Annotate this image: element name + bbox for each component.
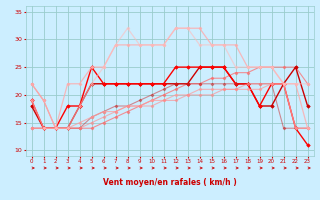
- X-axis label: Vent moyen/en rafales ( km/h ): Vent moyen/en rafales ( km/h ): [103, 178, 236, 187]
